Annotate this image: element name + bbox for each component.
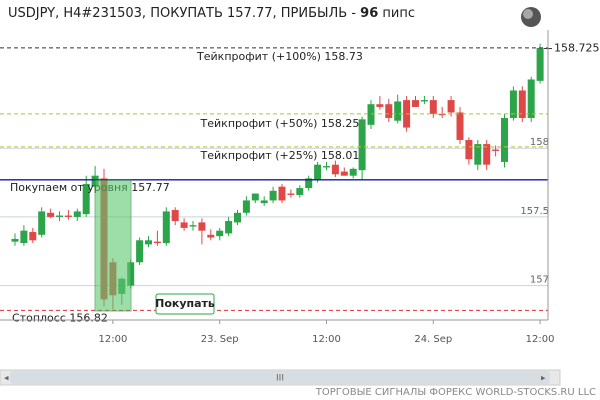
candle-body [145,240,152,245]
candle-body [162,211,170,244]
candle-body [136,240,144,263]
header-pips: 96 [360,6,378,21]
x-tick-label: 23. Sep [201,334,239,345]
candle-body [447,100,455,113]
candle-body [412,100,419,107]
y-tick-label: 157.5 [520,206,549,217]
y-tick-label: 157 [530,275,549,286]
candle-body [269,190,277,201]
svg-text:◂: ◂ [4,374,9,384]
candle-body [527,79,535,118]
candle-body [394,101,402,121]
candle-body [465,139,473,160]
header: USDJPY, H4#231503, ПОКУПАТЬ 157.77, ПРИБ… [8,6,415,21]
candle-body [367,104,375,125]
candle-body [11,238,19,242]
candle-body [385,104,393,118]
candle-body [64,215,72,217]
x-tick-label: 12:00 [312,334,341,345]
candle-body [296,188,304,195]
x-tick-label: 12:00 [98,334,127,345]
footer: ТОРГОВЫЕ СИГНАЛЫ ФОРЕКС WORLD-STOCKS.RU … [315,387,596,398]
candle-body [305,178,313,189]
candle-body [56,215,63,217]
candle-body [278,186,286,201]
candle-body [429,100,437,114]
candle-body [225,221,233,234]
candle-body [474,144,482,165]
candle-body [242,200,250,213]
candle-body [438,113,446,116]
level-label: Покупаем от уровня 157.77 [10,181,170,194]
x-tick-label: 12:00 [526,334,555,345]
candle-body [234,212,241,223]
plot: 157 157.5 158 12:00 23. Sep 12:00 24. Sep 12:00… [0,42,600,345]
buy-button-label[interactable]: Покупать [155,297,215,310]
candle-body [216,230,224,237]
candle-body [340,171,348,176]
current-price-label: 158.725 [554,42,600,55]
buy-button[interactable]: Покупать [155,293,215,315]
candle-body [73,211,81,217]
candle-body [198,222,206,231]
candle-body [20,230,28,244]
candle-body [376,104,384,107]
candle-body [47,212,55,217]
x-tick-label: 24. Sep [414,334,452,345]
globe-icon[interactable] [521,7,541,27]
svg-text:▸: ▸ [541,374,546,384]
candle-body [536,47,544,81]
entry-zone [94,179,132,312]
candle-body [207,234,215,238]
candle-body [251,193,259,201]
level-label: Тейкпрофит (+100%) 158.73 [196,50,363,63]
scrollbar[interactable]: III ◂ ▸ [0,369,561,386]
level-label: Тейкпрофит (+25%) 158.01 [200,149,360,162]
candle-body [260,200,268,204]
candle-body [29,232,37,241]
level-label: Тейкпрофит (+50%) 158.25 [200,117,360,130]
candle-body [287,193,295,195]
candle-body [153,241,161,244]
candle-body [509,90,517,118]
y-tick-label: 158 [530,137,549,148]
candle-body [189,225,197,227]
candle-body [456,112,464,140]
candle-body [501,117,508,162]
svg-text:III: III [276,374,284,384]
candle-body [349,168,357,176]
candle-body [180,222,188,228]
candle-body [518,90,526,118]
candle-body [358,119,366,171]
candle-body [314,164,322,180]
candle-body [492,149,500,151]
candle-body [483,144,491,165]
candle-body [420,100,428,102]
candle-body [171,210,179,222]
candle-body [82,183,90,215]
candle-body [38,211,46,235]
header-text: USDJPY, H4#231503, ПОКУПАТЬ 157.77, ПРИБ… [8,6,356,21]
header-unit: пипс [382,6,415,21]
candle-body [323,166,330,168]
candle-body [331,164,339,175]
level-label: Стоплосс 156.82 [12,311,108,324]
